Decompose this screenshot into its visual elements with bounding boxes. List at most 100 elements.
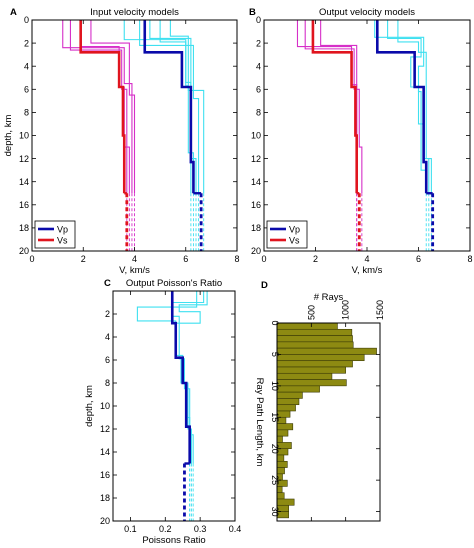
model-line-1: [397, 20, 432, 194]
panel-d: 500 1000 1500 0 5 10 15 20 25 30 # Rays Ray Path Le…: [254, 280, 385, 522]
y-tick-label: 6: [105, 355, 110, 365]
panel-label: A: [10, 7, 17, 18]
x-tick-label: 0.3: [194, 524, 207, 534]
y-tick-label: 10: [19, 131, 29, 141]
y-tick-label: 10: [100, 401, 110, 411]
chart-title: Input velocity models: [90, 7, 179, 18]
histogram-bar: [276, 423, 294, 431]
main-line-vs: [79, 20, 126, 194]
panel-label: C: [104, 278, 111, 289]
histogram-bar: [276, 460, 288, 468]
histogram-bar: [276, 486, 283, 494]
main-line-vp: [376, 20, 428, 194]
x-tick-label: 6: [416, 254, 421, 264]
legend-label-vs: Vs: [57, 236, 68, 246]
y-tick-label: 12: [19, 154, 29, 164]
x-tick-label: 4: [132, 254, 137, 264]
x-tick-label: 8: [467, 254, 472, 264]
x-axis-label: V, km/s: [119, 265, 150, 276]
y-tick-label: 30: [270, 507, 280, 517]
y-tick-label: 2: [24, 38, 29, 48]
legend-box: [266, 220, 308, 249]
y-tick-label: 6: [256, 85, 261, 95]
x-tick-label: 8: [234, 254, 239, 264]
model-line-4: [320, 20, 363, 194]
legend-label-vp: Vp: [289, 225, 300, 235]
histogram-bar: [276, 354, 365, 362]
histogram-bar: [276, 385, 320, 393]
x-tick-label: 1000: [341, 300, 351, 320]
axes-box: [276, 322, 381, 522]
y-tick-label: 18: [251, 223, 261, 233]
x-tick-label: 4: [364, 254, 369, 264]
histogram-bar: [276, 322, 338, 330]
x-tick-label: 0: [29, 254, 34, 264]
y-tick-label: 8: [256, 108, 261, 118]
y-tick-label: 8: [24, 108, 29, 118]
y-tick-label: 6: [24, 85, 29, 95]
y-tick-label: 20: [19, 246, 29, 256]
histogram-bar: [276, 435, 283, 443]
y-tick-label: 10: [251, 131, 261, 141]
panel-a: 0 2 4 6 8 0 2 4 6 8 10 12 14 16 18 20 Input velocity mod…: [3, 7, 240, 276]
y-tick-label: 0: [256, 15, 261, 25]
y-axis-label: depth, km: [3, 115, 14, 157]
histogram-bar: [276, 341, 354, 349]
y-tick-label: 20: [251, 246, 261, 256]
x-tick-label: 6: [183, 254, 188, 264]
legend-label-vs: Vs: [289, 236, 300, 246]
x-tick-label: 2: [81, 254, 86, 264]
histogram-bar: [276, 379, 347, 387]
y-tick-label: 16: [19, 200, 29, 210]
y-tick-label: 25: [270, 475, 280, 485]
histogram-bar: [276, 335, 353, 343]
plot-area: [113, 291, 235, 521]
histogram-bar: [276, 398, 300, 406]
x-tick-label: 0.1: [124, 524, 137, 534]
x-tick-label: 500: [306, 305, 316, 320]
y-tick-label: 12: [251, 154, 261, 164]
model-line-8: [62, 20, 133, 194]
chart-title: Output velocity models: [319, 7, 415, 18]
histogram-bar: [276, 372, 333, 380]
histogram-bar: [276, 360, 353, 368]
panel-c: 0.1 0.2 0.3 0.4 2 4 6 8 10 12 14 16 18 20 Output Poiss…: [84, 278, 241, 546]
y-tick-label: 0: [24, 15, 29, 25]
histogram-bar: [276, 467, 285, 475]
y-tick-label: 12: [100, 424, 110, 434]
x-axis-label: # Rays: [314, 292, 344, 303]
y-tick-label: 20: [100, 516, 110, 526]
y-axis-label: depth, km: [84, 385, 95, 427]
x-tick-label: 0: [261, 254, 266, 264]
model-line-7: [90, 20, 136, 194]
y-tick-label: 15: [270, 412, 280, 422]
x-axis-label: Poissons Ratio: [142, 535, 205, 546]
legend-box: [34, 220, 76, 249]
y-tick-label: 4: [105, 332, 110, 342]
main-line-poisson: [170, 291, 191, 464]
histogram-bar: [276, 404, 296, 412]
histogram-bar: [276, 498, 295, 506]
panel-label: B: [249, 7, 256, 18]
x-tick-label: 0.2: [159, 524, 172, 534]
x-tick-label: 1500: [375, 300, 385, 320]
plot-area: [264, 20, 470, 251]
main-line-vp: [143, 20, 195, 194]
y-tick-label: 18: [19, 223, 29, 233]
y-tick-label: 2: [105, 309, 110, 319]
model-line-5: [69, 20, 128, 194]
legend-label-vp: Vp: [57, 225, 68, 235]
panel-label: D: [261, 280, 268, 291]
panel-b: 0 2 4 6 8 0 2 4 6 8 10 12 14 16 18 20 Output velocity mo…: [249, 7, 473, 276]
y-tick-label: 8: [105, 378, 110, 388]
y-tick-label: 14: [251, 177, 261, 187]
histogram-bar: [276, 391, 303, 399]
model-line-4: [123, 20, 192, 194]
histogram-bar: [276, 429, 289, 437]
y-tick-label: 14: [100, 447, 110, 457]
histogram-bar: [276, 492, 285, 500]
model-line-2: [169, 20, 205, 194]
y-tick-label: 4: [256, 61, 261, 71]
y-tick-label: 0: [270, 320, 280, 325]
